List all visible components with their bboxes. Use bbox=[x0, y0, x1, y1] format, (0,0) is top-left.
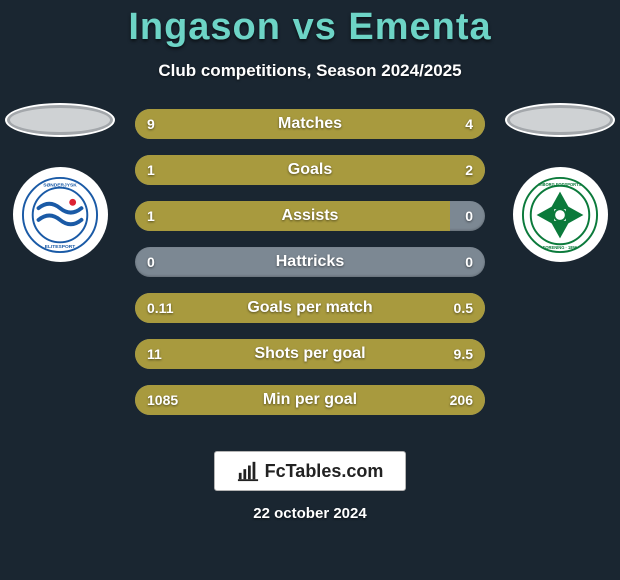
player2-column: VIBORG FODSPORTS FORENING · 1896 bbox=[500, 103, 620, 262]
vs-text: vs bbox=[293, 6, 337, 48]
svg-text:FORENING · 1896: FORENING · 1896 bbox=[543, 245, 578, 250]
stat-label: Matches bbox=[135, 115, 485, 133]
stat-label: Goals bbox=[135, 161, 485, 179]
viborg-crest-icon: VIBORG FODSPORTS FORENING · 1896 bbox=[521, 176, 599, 254]
footer: FcTables.com 22 october 2024 bbox=[0, 451, 620, 522]
stat-row: 12Goals bbox=[135, 155, 485, 185]
stat-label: Min per goal bbox=[135, 391, 485, 409]
stat-row: 10Assists bbox=[135, 201, 485, 231]
brand-text: FcTables.com bbox=[265, 461, 384, 482]
svg-text:ELITESPORT: ELITESPORT bbox=[45, 244, 76, 250]
stat-label: Hattricks bbox=[135, 253, 485, 271]
stat-label: Shots per goal bbox=[135, 345, 485, 363]
club-logo-inner: VIBORG FODSPORTS FORENING · 1896 bbox=[520, 175, 600, 255]
svg-text:VIBORG FODSPORTS: VIBORG FODSPORTS bbox=[539, 181, 582, 186]
svg-text:SØNDERJYSK: SØNDERJYSK bbox=[43, 182, 77, 188]
stat-row: 119.5Shots per goal bbox=[135, 339, 485, 369]
player1-name: Ingason bbox=[128, 6, 281, 48]
player2-avatar bbox=[505, 103, 615, 137]
subtitle: Club competitions, Season 2024/2025 bbox=[0, 61, 620, 81]
avatar-inner-ellipse bbox=[10, 108, 110, 132]
stat-label: Assists bbox=[135, 207, 485, 225]
stats-list: 94Matches 12Goals 10Assists 00Hattricks 0.11… bbox=[135, 109, 485, 431]
bar-chart-icon bbox=[237, 460, 259, 482]
avatar-inner-ellipse bbox=[510, 108, 610, 132]
stat-row: 00Hattricks bbox=[135, 247, 485, 277]
sonderjyske-crest-icon: SØNDERJYSK ELITESPORT bbox=[21, 176, 99, 254]
comparison-card: Ingason vs Ementa Club competitions, Sea… bbox=[0, 0, 620, 580]
stat-row: 0.110.5Goals per match bbox=[135, 293, 485, 323]
player1-avatar bbox=[5, 103, 115, 137]
player1-club-logo: SØNDERJYSK ELITESPORT bbox=[13, 167, 108, 262]
player1-column: SØNDERJYSK ELITESPORT bbox=[0, 103, 120, 262]
brand-badge: FcTables.com bbox=[214, 451, 407, 491]
date-text: 22 october 2024 bbox=[253, 505, 366, 522]
stat-row: 1085206Min per goal bbox=[135, 385, 485, 415]
club-logo-inner: SØNDERJYSK ELITESPORT bbox=[20, 175, 100, 255]
player2-name: Ementa bbox=[348, 6, 491, 48]
stat-label: Goals per match bbox=[135, 299, 485, 317]
comparison-body: SØNDERJYSK ELITESPORT bbox=[0, 109, 620, 429]
player2-club-logo: VIBORG FODSPORTS FORENING · 1896 bbox=[513, 167, 608, 262]
stat-row: 94Matches bbox=[135, 109, 485, 139]
page-title: Ingason vs Ementa bbox=[0, 6, 620, 49]
